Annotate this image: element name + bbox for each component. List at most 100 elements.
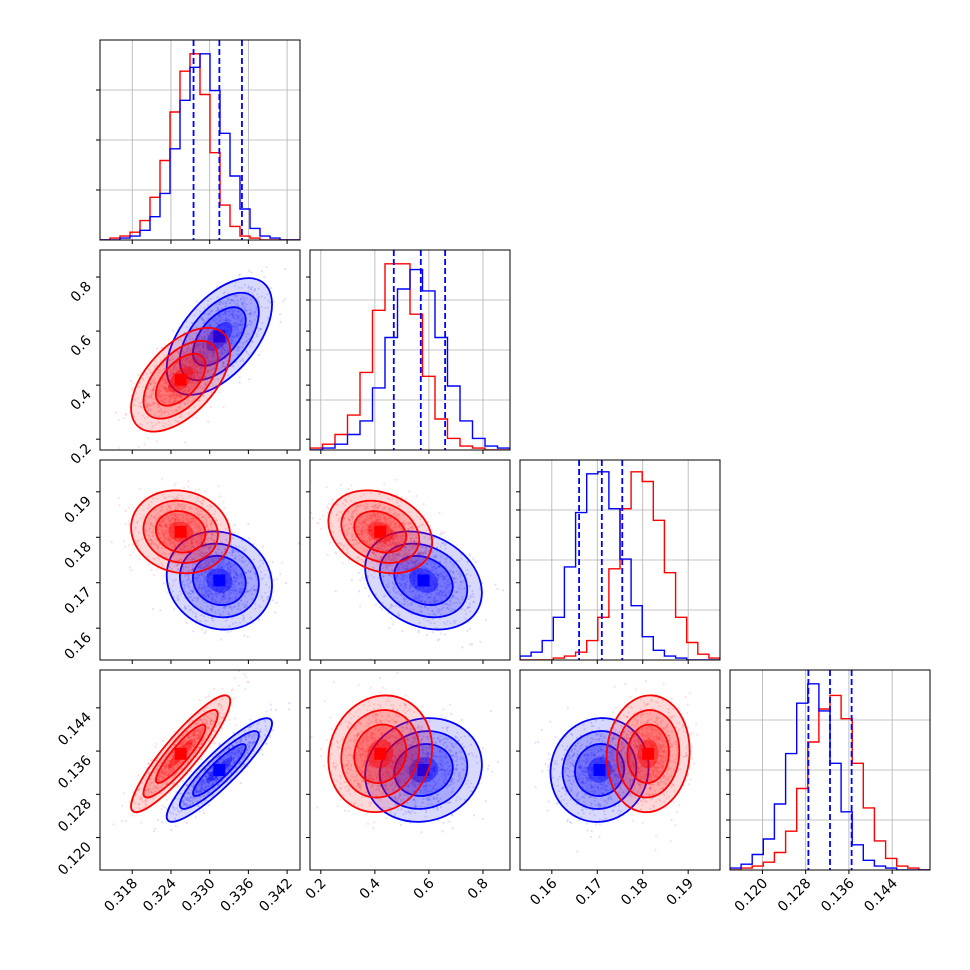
scatter-point — [228, 577, 231, 581]
density-peak — [213, 330, 226, 343]
scatter-point — [193, 364, 196, 368]
scatter-point — [197, 543, 200, 546]
scatter-point — [246, 576, 250, 579]
scatter-point — [188, 389, 191, 392]
scatter-point — [210, 558, 213, 561]
scatter-point — [241, 574, 244, 577]
scatter-point — [275, 578, 278, 581]
scatter-point — [196, 356, 199, 359]
scatter-point — [173, 364, 176, 367]
scatter-point — [222, 365, 226, 368]
scatter-point — [232, 329, 235, 332]
scatter-point — [222, 570, 225, 573]
scatter-point — [154, 382, 157, 385]
scatter-point — [198, 347, 201, 350]
scatter-point — [212, 619, 215, 622]
scatter-point — [194, 347, 197, 350]
scatter-point — [218, 391, 221, 394]
scatter-point — [223, 322, 226, 325]
scatter-point — [168, 395, 172, 398]
scatter-point — [218, 342, 221, 346]
scatter-point — [201, 360, 204, 363]
scatter-point — [226, 325, 229, 328]
scatter-point — [227, 345, 230, 348]
scatter-point — [193, 372, 196, 375]
scatter-point — [163, 410, 166, 414]
scatter-point — [178, 389, 181, 392]
scatter-point — [165, 389, 168, 392]
scatter-point — [180, 385, 183, 388]
scatter-point — [196, 580, 200, 583]
scatter-point — [171, 394, 174, 397]
scatter-point — [206, 356, 209, 359]
scatter-point — [237, 310, 240, 313]
scatter-point — [401, 630, 404, 633]
scatter-point — [253, 318, 256, 321]
scatter-point — [221, 328, 224, 331]
scatter-point — [229, 302, 232, 305]
scatter-point — [188, 355, 191, 358]
scatter-point — [248, 322, 251, 325]
scatter-point — [260, 305, 263, 308]
scatter-point — [229, 630, 232, 633]
scatter-point — [169, 423, 172, 426]
scatter-point — [173, 565, 176, 568]
scatter-point — [172, 374, 176, 377]
scatter-point — [201, 365, 204, 369]
scatter-point — [234, 314, 237, 317]
scatter-point — [159, 369, 162, 372]
scatter-point — [146, 406, 149, 409]
scatter-point — [192, 397, 195, 400]
scatter-point — [204, 559, 208, 562]
scatter-point — [209, 332, 212, 335]
scatter-point — [194, 332, 198, 335]
scatter-point — [183, 583, 186, 586]
scatter-point — [182, 393, 185, 396]
scatter-point — [210, 315, 213, 318]
scatter-point — [180, 580, 183, 583]
scatter-point — [165, 387, 168, 390]
scatter-point — [191, 369, 194, 372]
scatter-point — [238, 316, 241, 319]
scatter-point — [192, 347, 195, 350]
scatter-point — [164, 382, 167, 385]
scatter-point — [214, 600, 217, 603]
scatter-point — [191, 590, 194, 593]
scatter-point — [183, 403, 187, 406]
scatter-point — [207, 546, 211, 549]
scatter-point — [227, 329, 230, 332]
scatter-point — [468, 553, 471, 557]
scatter-point — [214, 360, 217, 363]
scatter-point — [183, 401, 186, 404]
scatter-point — [138, 401, 141, 405]
scatter-point — [195, 300, 198, 303]
scatter-point — [245, 297, 248, 300]
scatter-point — [209, 369, 212, 372]
scatter-point — [211, 318, 214, 321]
scatter-point — [227, 596, 230, 599]
scatter-point — [220, 350, 223, 353]
scatter-point — [224, 321, 227, 325]
scatter-point — [217, 566, 220, 569]
scatter-point — [165, 381, 168, 384]
scatter-point — [163, 397, 166, 400]
scatter-point — [228, 560, 231, 563]
scatter-point — [182, 568, 185, 571]
scatter-point — [217, 564, 220, 568]
scatter-point — [186, 357, 189, 360]
scatter-point — [211, 359, 214, 362]
scatter-point — [208, 548, 211, 551]
scatter-point — [216, 347, 219, 350]
scatter-point — [197, 488, 201, 491]
scatter-point — [186, 350, 189, 353]
scatter-point — [221, 352, 224, 355]
scatter-point — [222, 313, 225, 316]
scatter-point — [241, 556, 244, 559]
scatter-point — [222, 558, 225, 561]
scatter-point — [193, 371, 196, 374]
scatter-point — [193, 398, 196, 401]
scatter-point — [195, 579, 198, 583]
scatter-point — [347, 488, 350, 491]
scatter-point — [249, 616, 252, 620]
scatter-point — [208, 349, 211, 352]
